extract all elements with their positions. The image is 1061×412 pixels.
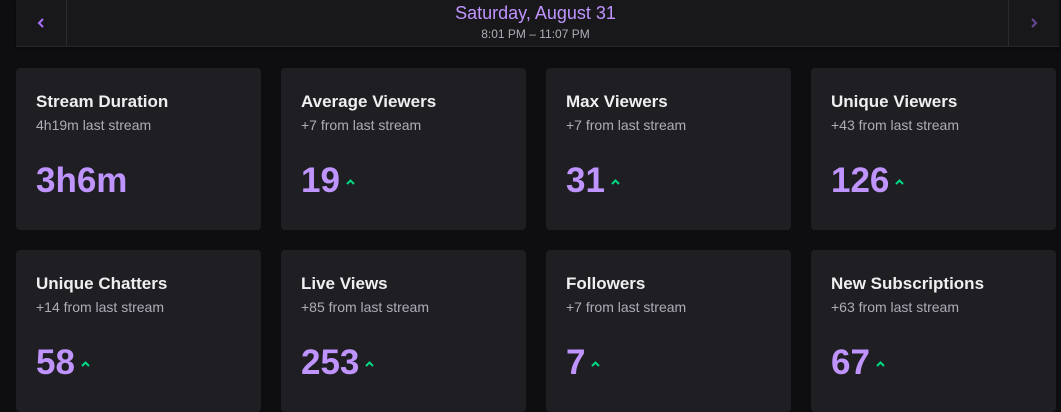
stat-card-max-viewers: Max Viewers +7 from last stream 31 bbox=[546, 68, 791, 230]
stat-value: 67 bbox=[831, 343, 870, 382]
stat-value: 253 bbox=[301, 343, 360, 382]
stat-value-row: 126 bbox=[831, 161, 905, 201]
stat-title: Average Viewers bbox=[301, 92, 437, 111]
stat-comparison: +7 from last stream bbox=[566, 299, 687, 315]
stat-value: 126 bbox=[831, 161, 890, 200]
stat-value: 58 bbox=[36, 343, 75, 382]
next-stream-button[interactable] bbox=[1008, 0, 1059, 47]
stat-comparison: +85 from last stream bbox=[301, 299, 429, 315]
stat-value: 31 bbox=[566, 161, 605, 200]
trend-up-icon bbox=[611, 179, 620, 185]
stat-comparison: 4h19m last stream bbox=[36, 117, 152, 133]
stream-date-title: Saturday, August 31 bbox=[455, 3, 616, 23]
stat-comparison: +14 from last stream bbox=[36, 299, 164, 315]
stat-value-row: 19 bbox=[301, 161, 355, 201]
stat-card-live-views: Live Views +85 from last stream 253 bbox=[281, 250, 526, 412]
stat-title: Live Views bbox=[301, 274, 388, 293]
stream-date: Saturday, August 31 8:01 PM – 11:07 PM bbox=[66, 0, 1005, 41]
trend-up-icon bbox=[876, 361, 885, 367]
stat-title: Unique Chatters bbox=[36, 274, 168, 293]
trend-up-icon bbox=[346, 179, 355, 185]
stat-comparison: +7 from last stream bbox=[566, 117, 687, 133]
stat-title: Unique Viewers bbox=[831, 92, 958, 111]
trend-up-icon bbox=[365, 361, 375, 367]
stat-value-row: 253 bbox=[301, 343, 375, 383]
trend-up-icon bbox=[81, 361, 90, 367]
trend-up-icon bbox=[591, 361, 601, 367]
stat-value-row: 58 bbox=[36, 343, 90, 383]
stat-comparison: +43 from last stream bbox=[831, 117, 959, 133]
stat-card-new-subscriptions: New Subscriptions +63 from last stream 6… bbox=[811, 250, 1056, 412]
stat-card-average-viewers: Average Viewers +7 from last stream 19 bbox=[281, 68, 526, 230]
stat-value-row: 67 bbox=[831, 343, 885, 383]
stream-time-range: 8:01 PM – 11:07 PM bbox=[481, 27, 590, 41]
trend-up-icon bbox=[895, 179, 905, 185]
stat-comparison: +63 from last stream bbox=[831, 299, 959, 315]
stat-value-row: 7 bbox=[566, 343, 601, 383]
chevron-right-icon bbox=[1030, 15, 1038, 33]
stat-title: Followers bbox=[566, 274, 646, 293]
stat-card-followers: Followers +7 from last stream 7 bbox=[546, 250, 791, 412]
date-navigator: Saturday, August 31 8:01 PM – 11:07 PM bbox=[16, 0, 1059, 47]
stat-value: 3h6m bbox=[36, 161, 128, 200]
stat-value: 19 bbox=[301, 161, 340, 200]
stat-card-unique-chatters: Unique Chatters +14 from last stream 58 bbox=[16, 250, 261, 412]
stat-title: Max Viewers bbox=[566, 92, 668, 111]
stat-title: Stream Duration bbox=[36, 92, 169, 111]
stat-card-stream-duration: Stream Duration 4h19m last stream 3h6m bbox=[16, 68, 261, 230]
stat-comparison: +7 from last stream bbox=[301, 117, 422, 133]
stat-card-unique-viewers: Unique Viewers +43 from last stream 126 bbox=[811, 68, 1056, 230]
stat-value-row: 31 bbox=[566, 161, 620, 201]
chevron-left-icon bbox=[37, 15, 45, 33]
stat-title: New Subscriptions bbox=[831, 274, 985, 293]
previous-stream-button[interactable] bbox=[16, 0, 67, 47]
stat-value: 7 bbox=[566, 343, 586, 382]
stat-value-row: 3h6m bbox=[36, 161, 127, 201]
